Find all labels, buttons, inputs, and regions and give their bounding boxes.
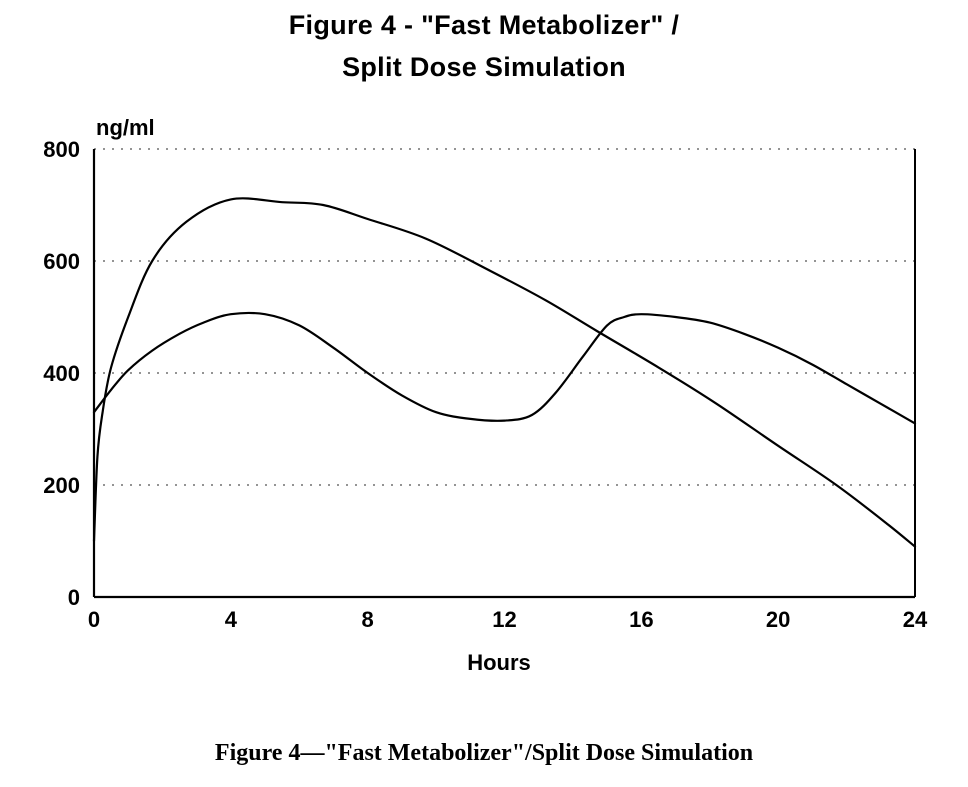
y-tick-label: 200	[43, 473, 80, 498]
x-tick-label: 12	[492, 607, 516, 632]
line-chart: ng/ml Hours 0 200 400 600 800 0 4 8 12 16 20 24	[43, 115, 928, 675]
x-tick-label: 8	[362, 607, 374, 632]
y-axis-label: ng/ml	[96, 115, 155, 140]
series-line-2	[92, 311, 917, 425]
figure-caption: Figure 4—"Fast Metabolizer"/Split Dose S…	[214, 740, 754, 766]
series-line-1	[92, 197, 917, 548]
x-tick-label: 4	[225, 607, 238, 632]
y-tick-label: 0	[68, 585, 80, 610]
axes-layer	[92, 149, 916, 599]
y-tick-label: 800	[43, 137, 80, 162]
x-tick-label: 24	[903, 607, 928, 632]
y-tick-label: 400	[43, 361, 80, 386]
x-tick-label: 16	[629, 607, 653, 632]
x-tick-label: 20	[766, 607, 790, 632]
series-layer	[92, 197, 917, 548]
chart-title-line-2: Split Dose Simulation	[342, 52, 626, 82]
chart-title-line-1: Figure 4 - "Fast Metabolizer" /	[288, 10, 680, 40]
y-tick-label: 600	[43, 249, 80, 274]
grid-layer	[94, 148, 915, 486]
labels-layer: ng/ml Hours 0 200 400 600 800 0 4 8 12 16 20 24	[43, 115, 928, 675]
x-axis-label: Hours	[467, 650, 531, 675]
x-tick-label: 0	[88, 607, 100, 632]
